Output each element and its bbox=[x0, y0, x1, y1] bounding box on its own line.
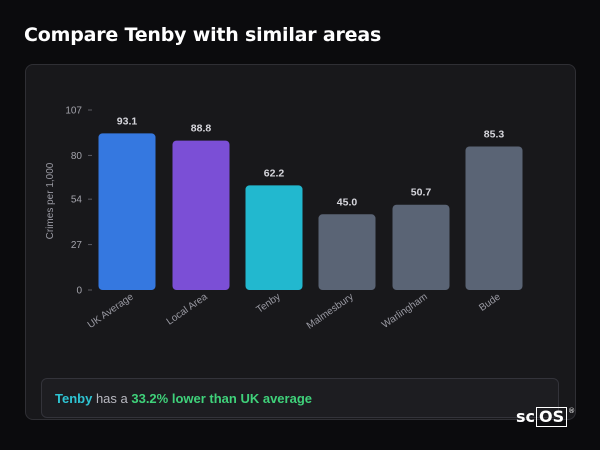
x-tick-label: Local Area bbox=[165, 291, 210, 327]
data-label: 88.8 bbox=[191, 123, 212, 135]
y-tick-label: 107 bbox=[65, 106, 82, 117]
summary-text: has a bbox=[92, 390, 132, 406]
bar-warlingham bbox=[392, 204, 450, 290]
x-tick-label: Warlingham bbox=[380, 291, 430, 330]
summary-difference: 33.2% lower than UK average bbox=[131, 390, 312, 406]
data-label: 50.7 bbox=[411, 187, 432, 199]
page-title: Compare Tenby with similar areas bbox=[24, 24, 382, 46]
x-tick-label: Bude bbox=[477, 291, 503, 314]
x-tick-label: UK Average bbox=[86, 291, 136, 331]
y-tick-label: 54 bbox=[71, 195, 83, 206]
bar-malmesbury bbox=[318, 214, 376, 290]
registered-mark: ® bbox=[568, 407, 576, 415]
x-tick-label: Malmesbury bbox=[305, 291, 356, 331]
brand-logo: sc OS ® bbox=[516, 407, 575, 427]
y-axis-label: Crimes per 1,000 bbox=[45, 162, 56, 239]
bar-uk-average bbox=[98, 133, 156, 290]
bar-bude bbox=[465, 146, 523, 290]
summary-town: Tenby bbox=[55, 390, 93, 406]
brand-boxed: OS bbox=[536, 407, 568, 427]
y-tick-label: 80 bbox=[71, 151, 83, 162]
data-label: 85.3 bbox=[484, 129, 505, 141]
data-label: 45.0 bbox=[337, 196, 358, 208]
y-tick-label: 0 bbox=[76, 286, 82, 297]
bar-local-area bbox=[172, 140, 230, 290]
y-tick-label: 27 bbox=[71, 240, 83, 251]
x-tick-label: Tenby bbox=[255, 291, 283, 315]
comparison-summary: Tenby has a 33.2% lower than UK average bbox=[41, 378, 559, 418]
data-label: 93.1 bbox=[117, 115, 138, 127]
bar-tenby bbox=[245, 185, 303, 290]
brand-prefix: sc bbox=[516, 407, 536, 426]
data-label: 62.2 bbox=[264, 167, 285, 179]
